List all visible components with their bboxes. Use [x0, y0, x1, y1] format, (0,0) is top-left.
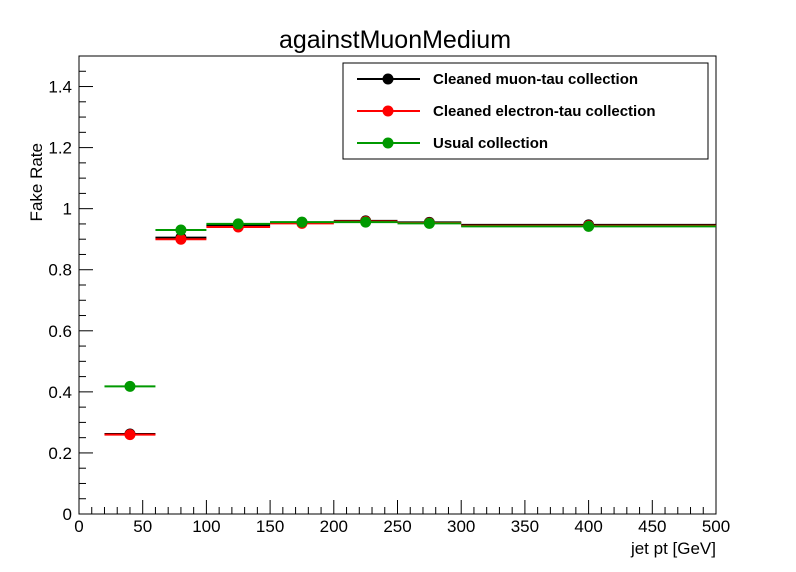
y-tick-label: 1 [63, 200, 72, 219]
x-tick-label: 250 [383, 517, 411, 536]
series-2 [104, 215, 716, 441]
data-series [104, 215, 716, 441]
legend-label: Cleaned electron-tau collection [433, 103, 656, 120]
legend-label: Cleaned muon-tau collection [433, 71, 638, 88]
legend-marker [382, 73, 394, 85]
x-axis-label: jet pt [GeV] [630, 539, 716, 558]
x-tick-label: 350 [511, 517, 539, 536]
legend-entry: Usual collection [357, 135, 548, 152]
data-point [360, 216, 372, 228]
data-point [175, 233, 187, 245]
y-tick-label: 0.8 [48, 261, 72, 280]
axis-ticks [78, 55, 717, 515]
y-axis-label: Fake Rate [27, 143, 46, 221]
x-tick-label: 450 [638, 517, 666, 536]
legend: Cleaned muon-tau collection Cleaned elect… [342, 62, 709, 160]
chart-title: againstMuonMedium [279, 26, 511, 54]
x-tick-label: 0 [74, 517, 83, 536]
y-tick-label: 1.2 [48, 139, 72, 158]
y-tick-label: 0 [63, 505, 72, 524]
x-tick-label: 150 [256, 517, 284, 536]
data-point [124, 429, 136, 441]
legend-entry: Cleaned muon-tau collection [357, 71, 638, 88]
legend-marker [382, 137, 394, 149]
x-tick-label: 100 [192, 517, 220, 536]
y-tick-label: 0.2 [48, 444, 72, 463]
data-point [175, 224, 187, 236]
x-tick-label: 50 [133, 517, 152, 536]
series-1 [104, 215, 716, 440]
x-tick-label: 200 [320, 517, 348, 536]
tick-labels: 0 50 100 150 200 250 300 350 400 450 500 0 0.2 0.4 0.6… [48, 78, 730, 536]
x-tick-label: 300 [447, 517, 475, 536]
x-tick-label: 500 [702, 517, 730, 536]
legend-label: Usual collection [433, 135, 548, 152]
data-point [124, 380, 136, 392]
legend-marker [382, 105, 394, 117]
data-point [423, 217, 435, 229]
x-tick-label: 400 [574, 517, 602, 536]
data-point [232, 218, 244, 230]
y-tick-label: 0.6 [48, 322, 72, 341]
legend-entry: Cleaned electron-tau collection [357, 103, 656, 120]
series-3 [104, 216, 716, 392]
y-tick-label: 1.4 [48, 78, 72, 97]
data-point [583, 220, 595, 232]
data-point [296, 216, 308, 228]
y-tick-label: 0.4 [48, 383, 72, 402]
